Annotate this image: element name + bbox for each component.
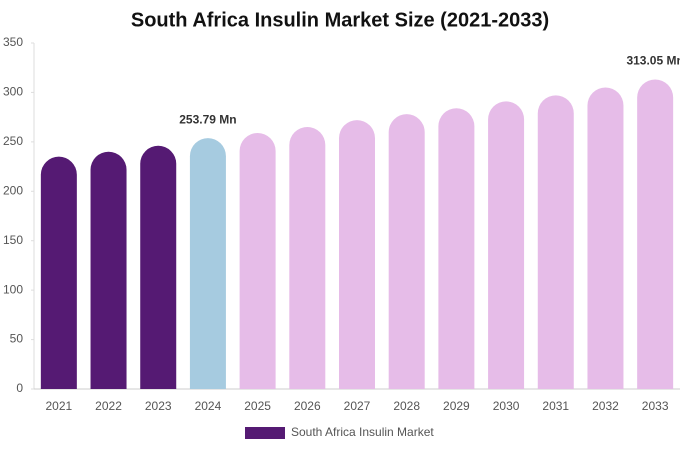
chart-title: South Africa Insulin Market Size (2021-2… xyxy=(131,9,549,31)
x-tick-label: 2027 xyxy=(344,399,371,413)
x-tick-label: 2032 xyxy=(592,399,619,413)
data-label: 253.79 Mn xyxy=(179,112,236,126)
bar xyxy=(90,151,127,389)
bar xyxy=(339,120,375,389)
x-tick-label: 2024 xyxy=(195,399,222,413)
bar xyxy=(637,79,674,390)
bar xyxy=(239,132,276,389)
bar xyxy=(289,127,326,389)
x-tick-label: 2028 xyxy=(393,399,420,413)
y-tick-label: 300 xyxy=(3,85,23,99)
x-tick-label: 2029 xyxy=(443,399,470,413)
bar xyxy=(438,108,475,389)
bar xyxy=(587,87,624,389)
y-tick-label: 200 xyxy=(3,183,23,197)
x-tick-label: 2025 xyxy=(244,399,271,413)
bar xyxy=(189,138,226,389)
bar xyxy=(388,114,425,390)
x-tick-label: 2022 xyxy=(95,399,122,413)
bar xyxy=(140,145,177,389)
legend-swatch xyxy=(245,427,285,439)
y-tick-label: 250 xyxy=(3,134,23,148)
y-tick-label: 0 xyxy=(16,381,23,395)
data-label: 313.05 Mn xyxy=(626,54,680,68)
x-tick-label: 2033 xyxy=(642,399,669,413)
y-tick-label: 100 xyxy=(3,282,23,296)
bar xyxy=(488,101,525,389)
legend-label: South Africa Insulin Market xyxy=(291,425,434,439)
x-tick-label: 2026 xyxy=(294,399,321,413)
y-tick-label: 50 xyxy=(10,332,24,346)
bar xyxy=(40,156,77,389)
bar xyxy=(537,95,574,389)
y-tick-label: 350 xyxy=(3,35,23,49)
x-tick-label: 2021 xyxy=(45,399,72,413)
x-tick-label: 2030 xyxy=(493,399,520,413)
x-tick-label: 2023 xyxy=(145,399,172,413)
y-tick-label: 150 xyxy=(3,233,23,247)
x-tick-label: 2031 xyxy=(542,399,569,413)
